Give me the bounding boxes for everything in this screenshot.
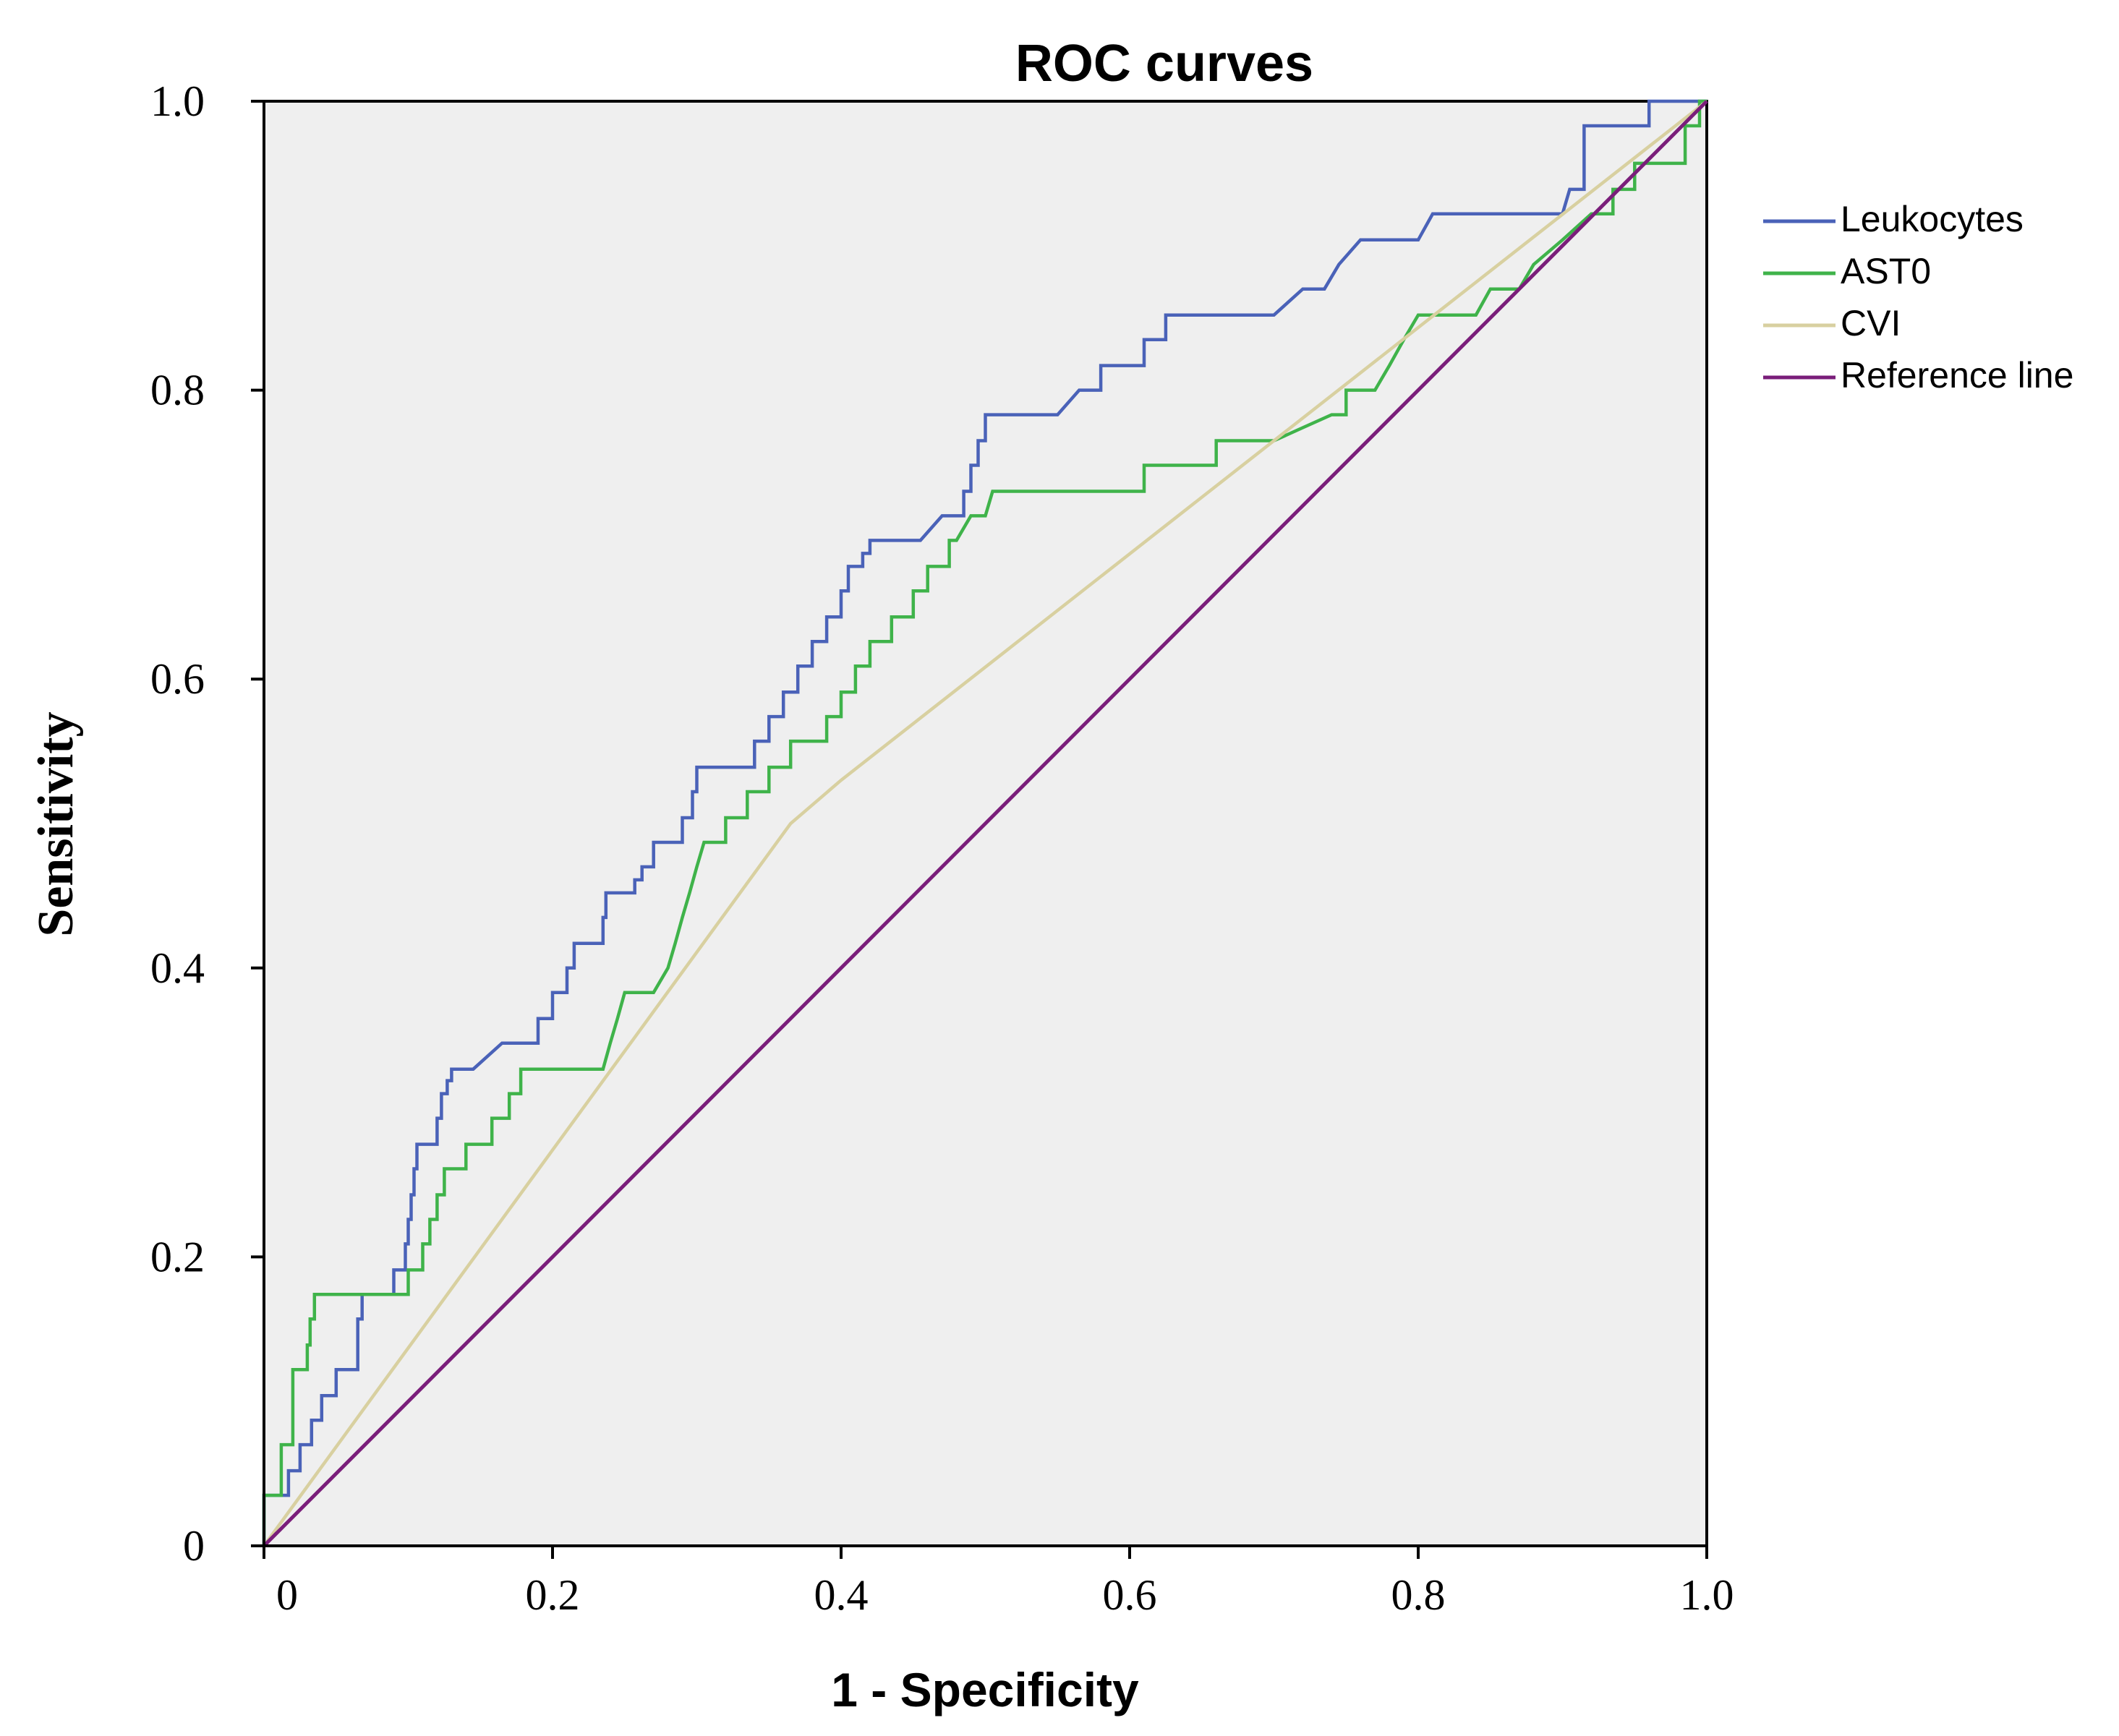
legend-label-cvi: CVI [1841, 303, 1901, 343]
series-cvi-line [263, 100, 1708, 1547]
legend-label-reference-line: Reference line [1841, 355, 2073, 395]
y-tick-label: 0.2 [150, 1233, 205, 1280]
series-layer [262, 99, 1708, 1547]
legend-label-leukocytes: Leukocytes [1841, 199, 2024, 239]
chart-title: ROC curves [1015, 35, 1313, 93]
axis-layer: 0 0.2 0.4 0.6 0.8 1.0 0 0.2 0.4 0.6 0.8 1.0 [150, 77, 1734, 1619]
y-tick-label: 0.6 [150, 655, 205, 703]
y-tick-label: 0 [183, 1522, 205, 1570]
y-tick-label: 1.0 [150, 77, 205, 125]
x-tick-label: 1.0 [1680, 1571, 1734, 1619]
series-ast0-line [262, 99, 1707, 1546]
x-tick-label: 0.4 [814, 1571, 869, 1619]
x-tick-label: 0 [276, 1571, 298, 1619]
y-axis-label: Sensitivity [28, 711, 84, 936]
y-tick-label: 0.8 [150, 367, 205, 414]
x-tick-label: 0.6 [1103, 1571, 1157, 1619]
legend-label-ast0: AST0 [1841, 251, 1931, 291]
series-reference-line-line [263, 100, 1708, 1547]
y-tick-label: 0.4 [150, 944, 205, 992]
legend: Leukocytes AST0 CVI Reference line [1763, 199, 2073, 395]
x-tick-label: 0.2 [526, 1571, 580, 1619]
series-leukocytes-line [262, 99, 1707, 1546]
x-axis-label: 1 - Specificity [831, 1663, 1139, 1716]
x-tick-label: 0.8 [1391, 1571, 1446, 1619]
